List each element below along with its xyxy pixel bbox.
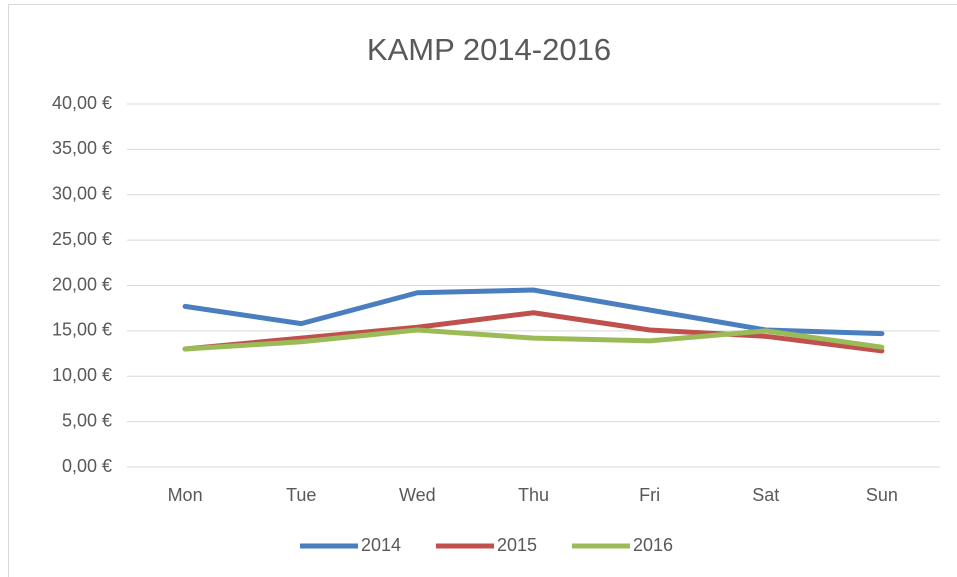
- y-tick-label: 30,00 €: [52, 184, 112, 204]
- x-tick-label: Tue: [286, 485, 316, 505]
- legend-label: 2014: [361, 535, 401, 555]
- legend-label: 2015: [497, 535, 537, 555]
- x-tick-label: Fri: [639, 485, 660, 505]
- y-tick-label: 5,00 €: [62, 410, 112, 430]
- x-tick-label: Thu: [518, 485, 549, 505]
- y-tick-label: 10,00 €: [52, 365, 112, 385]
- y-tick-label: 20,00 €: [52, 274, 112, 294]
- y-tick-label: 35,00 €: [52, 138, 112, 158]
- chart-title: KAMP 2014-2016: [367, 32, 611, 67]
- legend-label: 2016: [633, 535, 673, 555]
- y-tick-label: 40,00 €: [52, 93, 112, 113]
- x-tick-label: Wed: [399, 485, 436, 505]
- y-tick-label: 25,00 €: [52, 229, 112, 249]
- series-line: [182, 327, 885, 352]
- series-line: [182, 310, 885, 354]
- x-tick-label: Sun: [866, 485, 898, 505]
- x-tick-label: Sat: [752, 485, 779, 505]
- y-tick-label: 15,00 €: [52, 320, 112, 340]
- y-tick-label: 0,00 €: [62, 456, 112, 476]
- x-tick-label: Mon: [168, 485, 203, 505]
